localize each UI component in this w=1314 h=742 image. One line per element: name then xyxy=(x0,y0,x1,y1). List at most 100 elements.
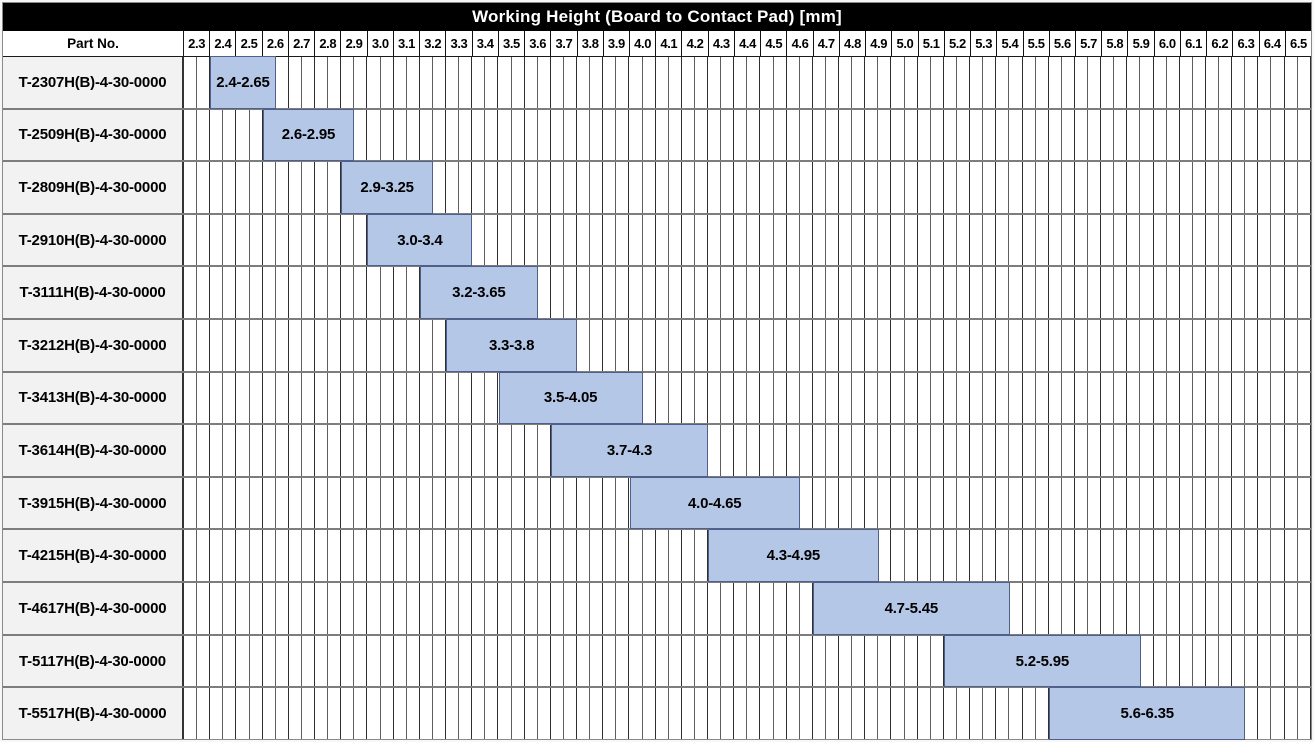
grid-minor-line xyxy=(536,477,538,529)
grid-column xyxy=(263,477,289,529)
grid-column xyxy=(315,267,342,319)
grid-minor-line xyxy=(353,320,355,371)
row-grid: 3.2-3.65 xyxy=(184,266,1311,320)
grid-minor-line xyxy=(589,583,591,634)
row-grid: 4.0-4.65 xyxy=(184,476,1311,530)
grid-minor-line xyxy=(1034,530,1036,582)
grid-minor-line xyxy=(903,162,905,213)
grid-column xyxy=(1101,583,1128,634)
grid-minor-line xyxy=(641,109,643,161)
axis-tick: 2.7 xyxy=(287,31,314,56)
grid-column xyxy=(708,583,735,634)
grid-minor-line xyxy=(353,57,355,108)
grid-minor-line xyxy=(1270,109,1272,161)
grid-column xyxy=(629,57,656,108)
grid-column xyxy=(525,583,551,634)
grid-minor-line xyxy=(510,425,512,476)
grid-column xyxy=(184,635,211,687)
grid-column xyxy=(839,372,866,424)
grid-column xyxy=(394,635,420,687)
grid-minor-line xyxy=(1008,214,1010,266)
part-number: T-2307H(B)-4-30-0000 xyxy=(3,57,184,108)
grid-minor-line xyxy=(667,57,669,108)
grid-column xyxy=(525,57,551,108)
grid-minor-line xyxy=(562,477,564,529)
grid-minor-line xyxy=(1008,372,1010,424)
part-number: T-3212H(B)-4-30-0000 xyxy=(3,320,184,371)
grid-minor-line xyxy=(1296,320,1298,371)
grid-minor-line xyxy=(693,635,695,687)
grid-column xyxy=(891,635,918,687)
grid-minor-line xyxy=(484,688,486,739)
grid-column xyxy=(1023,57,1049,108)
grid-minor-line xyxy=(824,477,826,529)
grid-column xyxy=(1258,583,1285,634)
grid-column xyxy=(577,583,604,634)
grid-minor-line xyxy=(379,477,381,529)
grid-minor-line xyxy=(274,477,276,529)
grid-column xyxy=(813,477,840,529)
grid-column xyxy=(1023,583,1049,634)
grid-minor-line xyxy=(458,688,460,739)
grid-column xyxy=(263,425,289,476)
grid-minor-line xyxy=(405,425,407,476)
grid-minor-line xyxy=(1191,162,1193,213)
grid-column xyxy=(1101,372,1128,424)
grid-column xyxy=(1127,267,1154,319)
grid-column xyxy=(944,372,971,424)
grid-minor-line xyxy=(1113,109,1115,161)
grid-column xyxy=(970,530,997,582)
grid-column xyxy=(970,425,997,476)
grid-column xyxy=(629,214,656,266)
row-grid: 4.7-5.45 xyxy=(184,582,1311,635)
grid-minor-line xyxy=(327,372,329,424)
grid-column xyxy=(734,320,761,371)
grid-column xyxy=(1180,635,1206,687)
grid-column xyxy=(1285,57,1311,108)
grid-minor-line xyxy=(982,372,984,424)
grid-minor-line xyxy=(1087,372,1088,424)
grid-minor-line xyxy=(353,530,355,582)
grid-column xyxy=(289,425,316,476)
grid-minor-line xyxy=(274,530,276,582)
grid-minor-line xyxy=(955,162,957,213)
grid-column xyxy=(787,635,813,687)
grid-column xyxy=(813,372,840,424)
grid-minor-line xyxy=(1270,267,1272,319)
grid-column xyxy=(839,57,866,108)
grid-column xyxy=(525,635,551,687)
axis-tick: 3.6 xyxy=(524,31,550,56)
axis-tick: 2.4 xyxy=(209,31,235,56)
grid-column xyxy=(813,162,840,213)
grid-minor-line xyxy=(484,530,486,582)
grid-minor-line xyxy=(353,214,355,266)
grid-column xyxy=(865,425,892,476)
grid-column xyxy=(1154,530,1180,582)
grid-minor-line xyxy=(327,583,329,634)
axis-tick: 5.0 xyxy=(891,31,917,56)
grid-column xyxy=(603,267,630,319)
grid-minor-line xyxy=(300,477,302,529)
grid-column xyxy=(656,267,682,319)
grid-minor-line xyxy=(1008,530,1010,582)
grid-column xyxy=(1049,109,1075,161)
grid-column xyxy=(210,109,237,161)
grid-column xyxy=(498,477,525,529)
grid-minor-line xyxy=(458,425,460,476)
grid-column xyxy=(551,477,578,529)
grid-column xyxy=(289,320,316,371)
grid-minor-line xyxy=(772,320,774,371)
grid-minor-line xyxy=(824,57,826,108)
axis-tick: 6.2 xyxy=(1206,31,1232,56)
grid-minor-line xyxy=(877,635,879,687)
grid-column xyxy=(1049,372,1075,424)
grid-column xyxy=(1154,109,1180,161)
grid-column xyxy=(865,267,892,319)
grid-minor-line xyxy=(431,425,433,476)
grid-column xyxy=(236,583,263,634)
grid-column xyxy=(918,320,944,371)
grid-minor-line xyxy=(1218,635,1220,687)
grid-minor-line xyxy=(536,57,538,108)
grid-column xyxy=(1154,425,1180,476)
